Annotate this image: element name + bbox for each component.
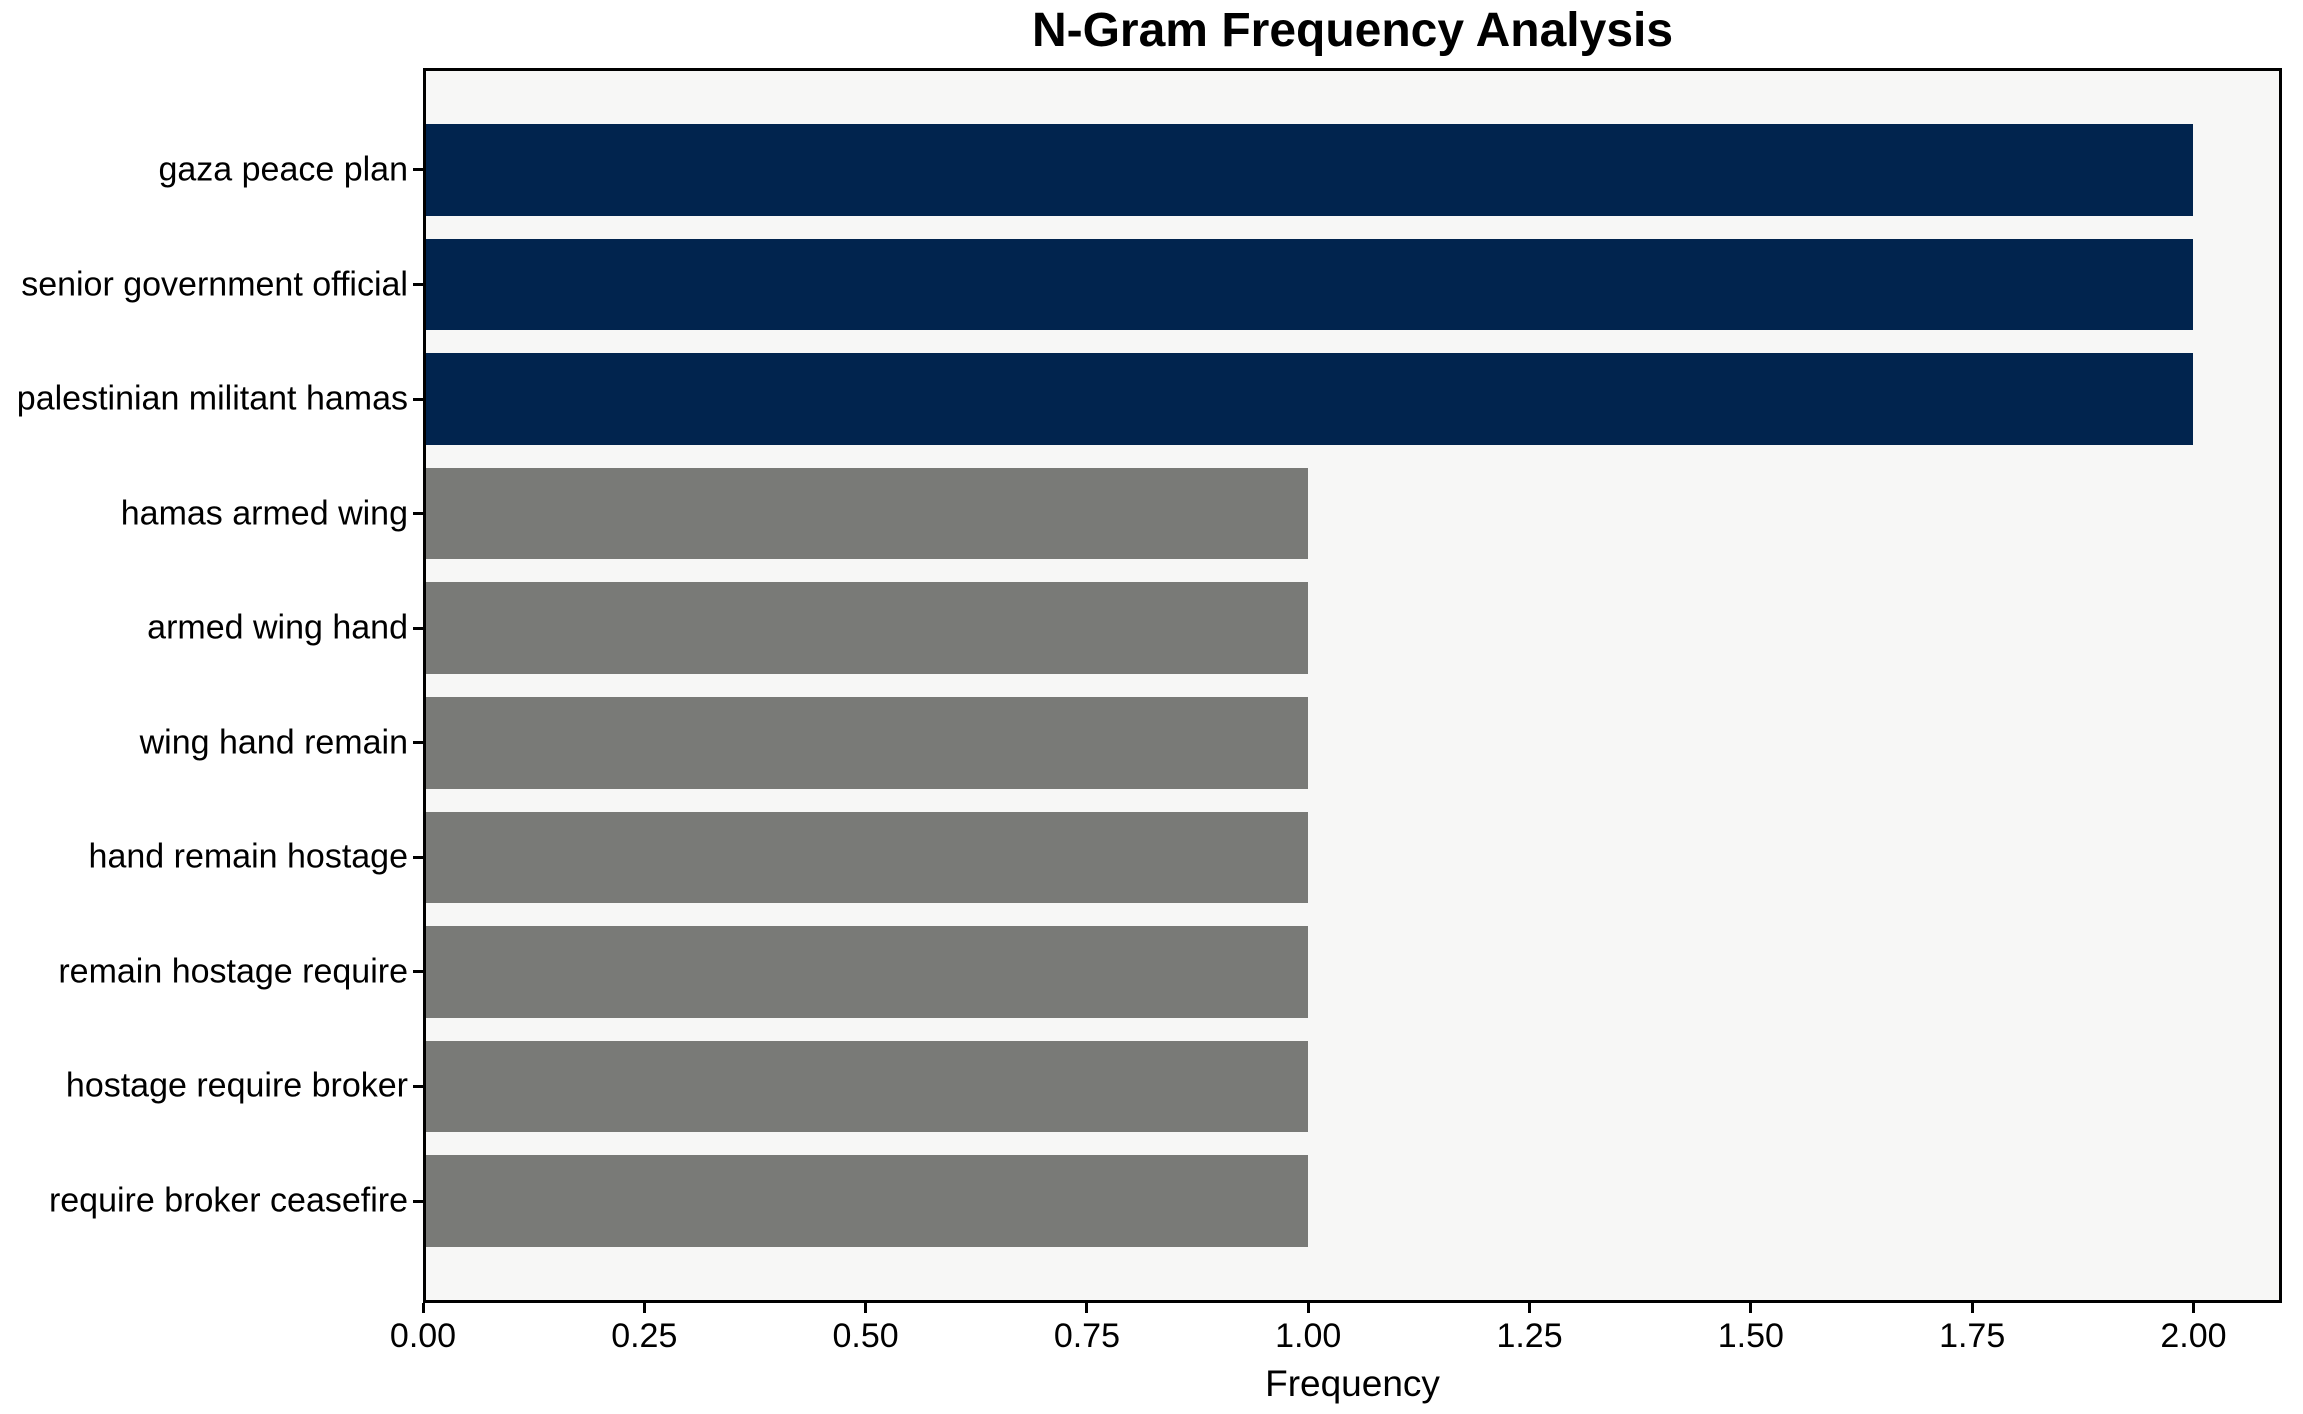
x-tick-mark [1306,1303,1310,1313]
y-tick-label: require broker ceasefire [48,1181,408,1220]
x-tick-label: 1.75 [1939,1317,2006,1355]
y-tick-mark [413,626,423,630]
y-tick-label: armed wing hand [147,608,408,647]
y-tick-label: hamas armed wing [120,493,408,532]
x-tick-label: 2.00 [2160,1317,2227,1355]
y-tick-label: hand remain hostage [88,837,408,876]
x-tick-mark [2191,1303,2195,1313]
y-tick-mark [413,741,423,745]
x-tick-label: 1.00 [1275,1317,1342,1355]
y-tick-mark [413,168,423,172]
y-tick-label: palestinian militant hamas [16,379,408,418]
y-tick-mark [413,283,423,287]
x-tick-mark [1970,1303,1974,1313]
x-tick-label: 0.25 [611,1317,678,1355]
x-tick-mark [421,1303,425,1313]
bar-2 [423,238,2194,331]
x-tick-mark [642,1303,646,1313]
y-tick-label: wing hand remain [139,723,408,762]
x-tick-label: 0.50 [832,1317,899,1355]
x-tick-label: 1.25 [1496,1317,1563,1355]
bar-3 [423,353,2194,445]
bar-7 [423,811,1309,904]
bar-6 [423,696,1309,789]
bars-layer [423,68,2282,1303]
x-tick-label: 1.50 [1717,1317,1784,1355]
x-tick-mark [1749,1303,1753,1313]
y-tick-label: gaza peace plan [158,150,408,189]
x-tick-mark [1528,1303,1532,1313]
bar-4 [423,467,1309,560]
y-tick-mark [413,970,423,974]
y-tick-mark [413,512,423,516]
y-tick-label: remain hostage require [58,952,408,991]
y-tick-label: hostage require broker [65,1066,408,1105]
x-axis-label: Frequency [1265,1363,1440,1404]
chart-title: N-Gram Frequency Analysis [1031,4,1674,57]
x-tick-mark [864,1303,868,1313]
y-tick-mark [413,1199,423,1203]
bar-5 [423,582,1309,675]
y-tick-mark [413,1084,423,1088]
x-tick-label: 0.75 [1053,1317,1121,1355]
bar-9 [423,1040,1309,1133]
y-tick-label: senior government official [21,264,408,303]
bar-10 [423,1155,1309,1247]
x-tick-mark [1085,1303,1089,1313]
bar-1 [423,124,2194,216]
y-tick-mark [413,855,423,859]
bar-8 [423,926,1309,1018]
x-tick-label: 0.00 [389,1317,457,1355]
y-tick-mark [413,397,423,401]
